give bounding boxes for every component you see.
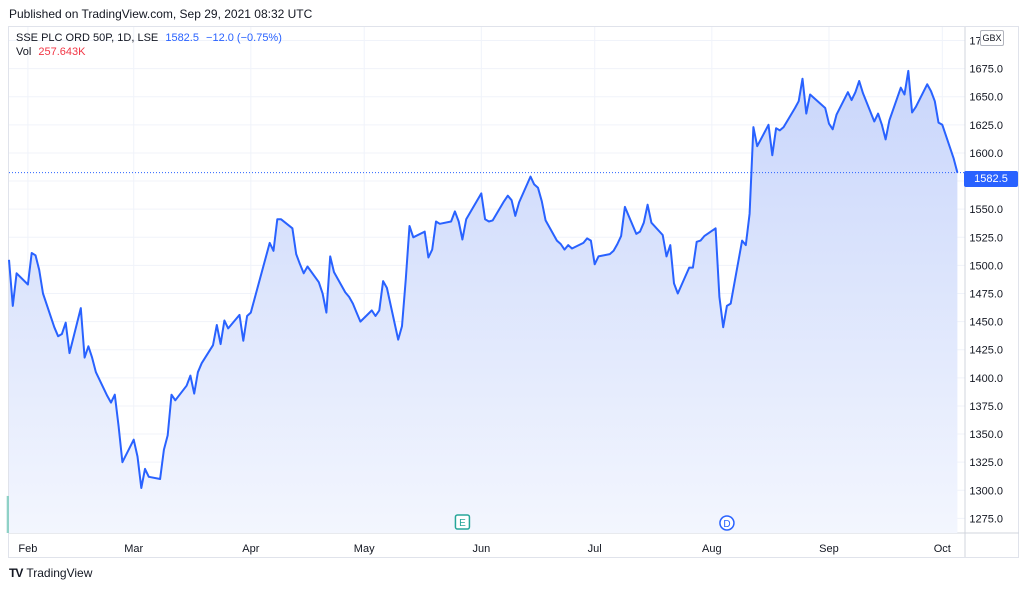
- y-tick-label: 1350.0: [969, 429, 1003, 441]
- x-tick-label: Sep: [819, 543, 839, 555]
- volume-label: Vol: [16, 46, 32, 58]
- y-tick-label: 1525.0: [969, 232, 1003, 244]
- footer: TV TradingView: [9, 566, 92, 580]
- footer-brand[interactable]: TradingView: [26, 566, 93, 580]
- y-tick-label: 1275.0: [969, 513, 1003, 525]
- y-tick-label: 1500.0: [969, 260, 1003, 272]
- y-tick-label: 1375.0: [969, 401, 1003, 413]
- chart-frame: [8, 26, 1019, 558]
- y-tick-label: 1675.0: [969, 64, 1003, 76]
- y-tick-label: 1600.0: [969, 148, 1003, 160]
- price-line: [8, 69, 959, 489]
- x-tick-label: Mar: [124, 543, 143, 555]
- tradingview-logo-icon[interactable]: TV: [9, 566, 23, 580]
- price-area: [9, 70, 958, 534]
- y-tick-label: 1425.0: [969, 345, 1003, 357]
- y-tick-label: 1625.0: [969, 120, 1003, 132]
- legend-symbol[interactable]: SSE PLC ORD 50P, 1D, LSE: [16, 32, 159, 44]
- x-tick-label: Jul: [588, 543, 602, 555]
- dividend-marker-icon: [719, 515, 735, 531]
- x-tick-label: Jun: [472, 543, 490, 555]
- y-tick-label: 1450.0: [969, 317, 1003, 329]
- y-tick-label: 1550.0: [969, 204, 1003, 216]
- y-tick-label: 1300.0: [969, 485, 1003, 497]
- dividend-marker-label: D: [723, 519, 730, 530]
- last-price-tag: 1582.5: [964, 171, 1018, 187]
- earnings-marker-icon: [454, 514, 471, 530]
- x-tick-label: Feb: [18, 543, 37, 555]
- volume-legend: Vol 257.643K: [16, 46, 85, 58]
- published-note: Published on TradingView.com, Sep 29, 20…: [9, 7, 313, 21]
- x-tick-label: Oct: [934, 543, 951, 555]
- y-tick-label: 1400.0: [969, 373, 1003, 385]
- volume-value: 257.643K: [38, 46, 86, 58]
- x-tick-label: Aug: [702, 543, 722, 555]
- y-tick-label: 1325.0: [969, 457, 1003, 469]
- chart-legend: SSE PLC ORD 50P, 1D, LSE 1582.5 −12.0 (−…: [16, 31, 282, 46]
- x-tick-label: May: [354, 543, 375, 555]
- currency-button[interactable]: GBX: [980, 30, 1004, 46]
- y-tick-label: 1475.0: [969, 288, 1003, 300]
- x-tick-label: Apr: [242, 543, 259, 555]
- y-tick-label: 1650.0: [969, 92, 1003, 104]
- legend-change: −12.0 (−0.75%): [206, 32, 282, 44]
- earnings-marker-label: E: [459, 518, 466, 529]
- legend-last-price: 1582.5: [165, 32, 199, 44]
